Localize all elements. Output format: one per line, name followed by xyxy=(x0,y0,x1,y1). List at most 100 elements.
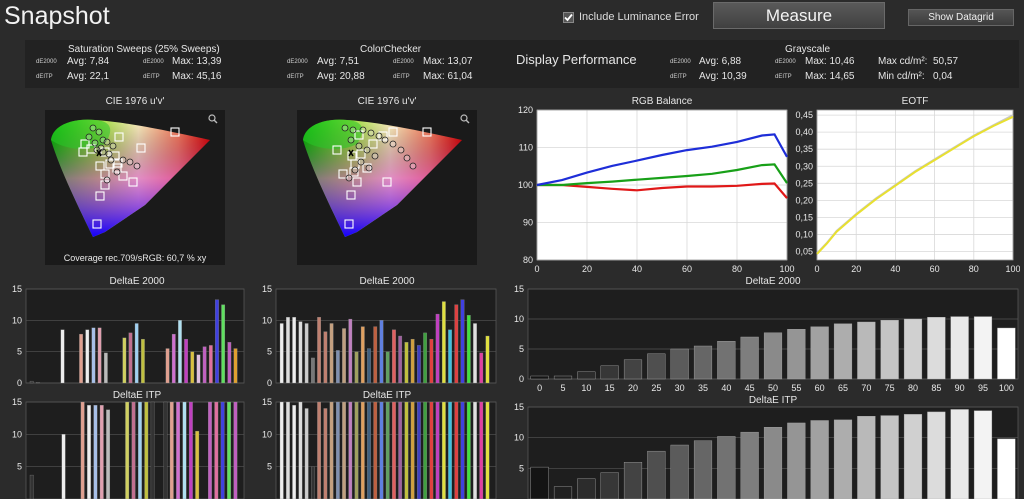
measure-dot xyxy=(119,156,127,164)
grayscale-title: Grayscale xyxy=(785,44,831,55)
x-tick-label: 85 xyxy=(931,383,941,393)
coverage-label: Coverage rec.709/sRGB: 60,7 % xy xyxy=(63,253,207,263)
gray-de2000-bar xyxy=(530,375,549,380)
measure-dot xyxy=(126,158,134,166)
y-tick-label: 15 xyxy=(262,285,272,294)
cc-deitp-bar xyxy=(423,401,427,499)
sat-de2000-bar xyxy=(122,337,127,384)
measure-dot xyxy=(109,142,117,150)
x-tick-label: 45 xyxy=(745,383,755,393)
y-tick-label: 0,40 xyxy=(795,127,813,137)
y-tick-label: 0 xyxy=(519,374,524,384)
target-square xyxy=(346,190,356,200)
min-cdm2-label: Min cd/m²: xyxy=(878,71,925,82)
x-tick-label: 90 xyxy=(955,383,965,393)
sat-de2000-bar xyxy=(165,348,170,384)
sat-de2000-title: DeltaE 2000 xyxy=(109,276,165,287)
cie-right-title: CIE 1976 u'v' xyxy=(357,96,417,107)
sat-de2000-bar xyxy=(215,299,219,384)
cc-de2000-bar xyxy=(423,332,427,384)
measure-dot xyxy=(347,136,355,144)
include-luminance-checkbox[interactable]: Include Luminance Error xyxy=(563,11,699,23)
sat-deitp-bar xyxy=(61,434,66,499)
cc-de2000-bar xyxy=(379,320,384,384)
cie-left-diagram[interactable] xyxy=(45,110,225,265)
sat-de2000-bar xyxy=(184,338,188,384)
target-square xyxy=(332,145,342,155)
measure-dot xyxy=(403,154,411,162)
sat-deitp-bar xyxy=(93,405,98,499)
cc-de2000-bar xyxy=(335,350,340,384)
measure-dot xyxy=(107,156,115,164)
measure-dot xyxy=(371,152,379,160)
cie-right-svg xyxy=(303,114,470,237)
y-tick-label: 10 xyxy=(12,429,22,439)
cc-de2000-bar xyxy=(454,304,459,384)
gray-deitp-chart: 15 10 5 xyxy=(514,403,1019,499)
measure-dot xyxy=(89,124,97,132)
gray-deitp-bar xyxy=(787,422,806,499)
measure-dot xyxy=(351,166,359,174)
cc-de2000-bar xyxy=(429,338,434,384)
target-square xyxy=(382,177,392,187)
min-cdm2-value: 0,04 xyxy=(933,71,953,82)
y-tick-label: 5 xyxy=(17,462,22,472)
target-square xyxy=(344,219,354,229)
measure-dot xyxy=(389,140,397,148)
gray-de2000-bar xyxy=(833,323,853,380)
page-title: Snapshot xyxy=(4,2,110,30)
cc-deitp-bar xyxy=(466,401,471,499)
show-datagrid-button[interactable]: Show Datagrid xyxy=(908,9,1014,26)
sat-deitp-bar xyxy=(188,401,193,499)
target-square xyxy=(378,131,388,141)
gray-de2000-bar xyxy=(600,365,619,380)
cc-deitp-label: dEITP xyxy=(287,74,304,80)
sat-deitp-bar xyxy=(131,401,136,499)
cc-deitp-bar xyxy=(354,401,359,499)
cc-de2000-bar xyxy=(304,323,309,384)
cc-deitp-bar xyxy=(298,401,303,499)
cc-de2000-bar xyxy=(342,328,346,384)
cc-de2000-bar xyxy=(466,315,471,384)
cc-de2000-bar xyxy=(373,326,378,384)
x-tick-label: 55 xyxy=(791,383,801,393)
gray-deitp-bar xyxy=(647,450,666,499)
cc-deitp-bar xyxy=(311,466,315,499)
y-tick-label: 110 xyxy=(519,143,533,153)
gray-deitp-bar xyxy=(903,414,923,499)
measure-dot xyxy=(409,162,417,170)
cc-de2000-bar xyxy=(292,317,297,384)
cc-de2000-avg: Avg: 7,51 xyxy=(317,56,360,67)
cie-right-diagram[interactable] xyxy=(297,110,477,265)
gray-de2000-bar xyxy=(740,336,759,380)
gray-deitp-bar xyxy=(693,440,713,499)
target-square xyxy=(356,149,366,159)
measure-dot xyxy=(133,162,141,170)
x-tick-label: 40 xyxy=(721,383,731,393)
gray-de2000-bar xyxy=(997,327,1016,380)
sat-de2000-bar xyxy=(134,323,139,384)
cc-de2000-bar xyxy=(479,352,484,384)
measure-button[interactable]: Measure xyxy=(713,2,885,29)
cc-de2000-bar xyxy=(473,323,477,384)
x-tick-label: 20 xyxy=(628,383,638,393)
sat-deitp-chart: 15 10 5 xyxy=(12,398,245,499)
cie-left-title: CIE 1976 u'v' xyxy=(105,96,165,107)
green-series-line xyxy=(537,163,788,187)
sat-de2000-bar xyxy=(227,342,232,384)
measure-dot xyxy=(359,126,367,134)
sat-deitp-max: Max: 45,16 xyxy=(172,71,222,82)
cc-deitp-bar xyxy=(454,401,459,499)
cc-deitp-bar xyxy=(348,401,353,499)
x-tick-label: 0 xyxy=(534,264,539,274)
sat-deitp-avg: Avg: 22,1 xyxy=(67,71,110,82)
measure-dot xyxy=(85,133,93,141)
y-tick-label: 10 xyxy=(262,315,272,325)
target-square xyxy=(78,147,88,157)
gray-deitp-bar xyxy=(623,462,643,499)
sat-de2000-bar xyxy=(103,352,108,384)
y-tick-label: 0,30 xyxy=(795,161,813,171)
display-performance-label: Display Performance xyxy=(516,52,637,67)
target-square xyxy=(352,177,362,187)
x-tick-label: 100 xyxy=(779,264,794,274)
